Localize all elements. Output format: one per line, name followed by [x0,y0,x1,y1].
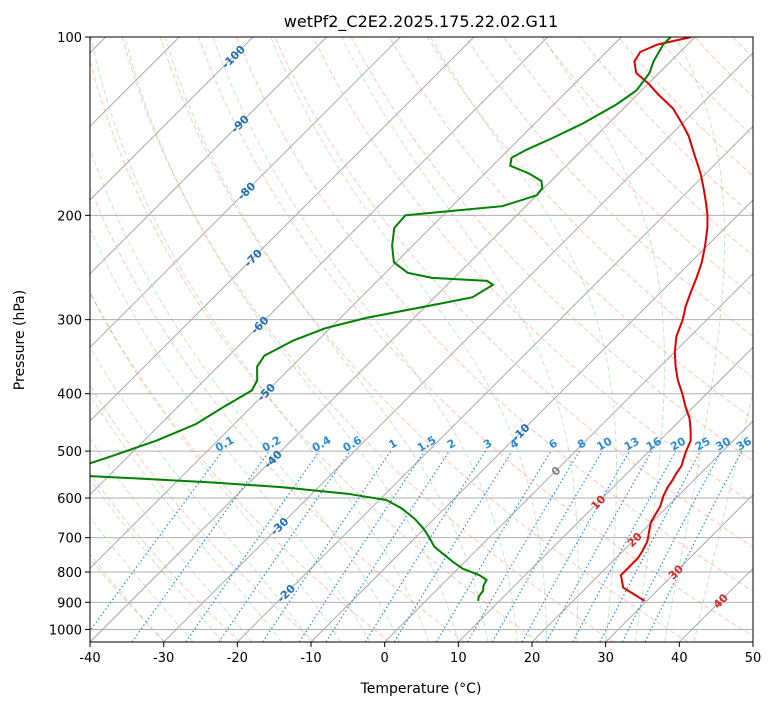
isotherm [531,420,753,642]
moist-adiabat [693,390,753,642]
x-tick-label: -40 [79,651,100,666]
mixing-ratio-line [262,450,392,642]
dry-adiabat [90,384,316,642]
dry-adiabat [426,37,753,378]
moist-adiabat [341,37,579,642]
mixing-ratio-line [545,450,653,642]
y-axis-label: Pressure (hPa) [12,290,28,390]
dry-adiabat [90,59,540,642]
moist-adiabat [90,37,430,642]
mixing-ratio-line [185,450,320,642]
isotherms [90,37,753,642]
y-tick-label: 700 [57,532,82,547]
y-tick-label: 1000 [49,623,82,638]
mixing-ratio-lines [90,450,743,642]
moist-adiabat [124,37,459,642]
mixing-ratio-line [325,450,450,642]
moist-adiabat [212,37,518,642]
plot-area: 0.1 0.2 0.4 0.6 1 1.5 2 3 4 6 8 10 13 16 20 25 30 36-100-… [90,37,754,642]
dry-adiabat [350,37,753,462]
x-tick-label: 10 [450,651,467,666]
isotherm [90,37,328,275]
y-tick-label: 200 [57,209,82,224]
y-tick-label: 500 [57,445,82,460]
isotherm [90,37,475,422]
moist-adiabat [90,553,165,642]
isotherm [384,272,753,642]
x-tick-label: 0 [381,651,389,666]
x-tick-label: 30 [597,651,614,666]
y-tick-label: 800 [57,566,82,581]
dry-adiabat [236,37,753,592]
mixing-ratio-line [298,450,425,642]
mixing-ratio-line [521,450,631,642]
x-axis-ticks: -40 -30 -20 -10 0 10 20 30 40 50 [79,642,761,666]
isotherm [90,37,401,349]
chart-title: wetPf2_C2E2.2025.175.22.02.G11 [284,12,558,32]
mixing-ratio-line [90,450,223,632]
mixing-ratio-label: 36 [734,434,754,453]
moist-adiabat [90,147,400,642]
isotherm [457,346,753,642]
profiles [90,37,709,602]
dry-adiabat [121,37,614,642]
temperature-profile-line [619,37,709,602]
dry-adiabat [90,291,390,642]
x-tick-label: 40 [671,651,688,666]
dry-adiabat [90,472,241,642]
x-tick-label: -30 [153,651,174,666]
dry-adiabat [198,37,753,637]
y-tick-label: 600 [57,492,82,507]
moist-adiabat [90,437,253,642]
isotherm [605,493,753,642]
isotherm [90,37,549,496]
dry-adiabats [90,37,753,642]
mixing-ratio-line [572,450,677,642]
x-tick-label: 20 [524,651,541,666]
mixing-ratio-line [131,450,270,642]
moist-adiabat [90,478,223,642]
dry-adiabat [90,557,166,642]
isotherm [90,37,622,570]
mixing-ratio-line [644,450,743,642]
y-tick-label: 900 [57,596,82,611]
mixing-ratio-line [393,450,513,642]
moist-adiabat [430,37,617,642]
dry-adiabat [274,37,753,548]
dry-adiabat [159,37,689,642]
mixing-ratio-line [218,450,351,642]
y-tick-label: 100 [57,31,82,46]
isotherm [90,37,696,642]
isotherm [163,51,753,642]
x-axis-label: Temperature (°C) [360,681,482,697]
x-tick-label: -10 [300,651,321,666]
y-axis-ticks: 100 200 300 400 500 600 700 800 900 1000 [49,31,90,638]
x-tick-label: 50 [745,651,762,666]
dewpoint-profile-line [90,37,672,602]
isotherm [90,37,254,201]
isotherm [236,125,753,642]
y-tick-label: 300 [57,314,82,329]
moist-adiabat [90,227,371,642]
isotherm [310,199,753,642]
dry-adiabat [503,37,753,297]
moist-adiabat [90,291,341,642]
moist-adiabat [90,516,194,642]
plot-frame [89,36,754,643]
x-tick-label: -20 [227,651,248,666]
moist-adiabat [664,37,726,642]
y-tick-label: 400 [57,388,82,403]
